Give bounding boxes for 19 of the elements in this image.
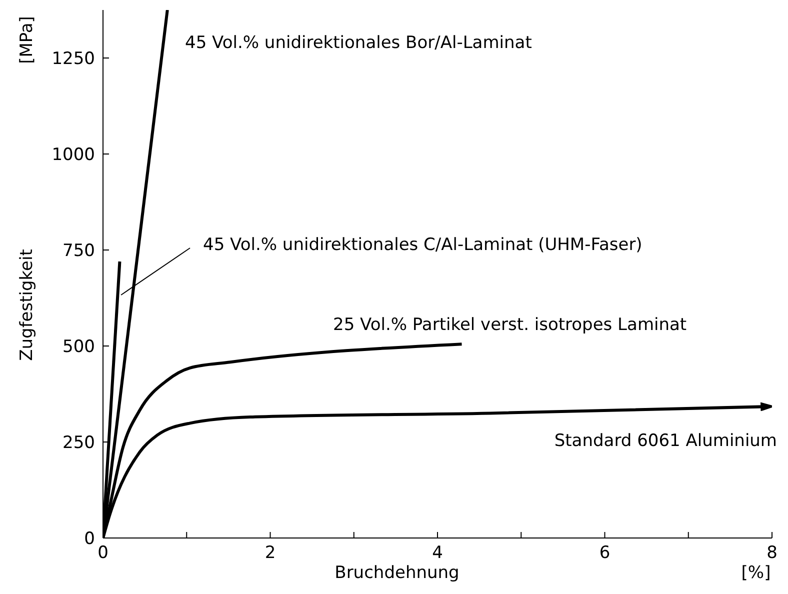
y-tick-label: 500 — [62, 337, 95, 358]
text: [%] — [741, 563, 771, 583]
y-tick-label: 1250 — [52, 49, 95, 70]
x-tick-label: 0 — [98, 543, 108, 564]
series-label: Standard 6061 Aluminium — [554, 431, 777, 451]
x-tick-label: 8 — [766, 543, 778, 564]
x-tick-label: 2 — [264, 543, 276, 564]
y-tick-label: 0 — [84, 529, 95, 550]
x-tick-label: 6 — [599, 543, 610, 564]
series-label: 25 Vol.% Partikel verst. isotropes Laminat — [333, 315, 687, 335]
y-tick-label: 750 — [62, 241, 95, 262]
y-tick-label: 250 — [62, 433, 95, 454]
x-axis-title: Bruchdehnung — [334, 563, 460, 583]
series-label: 45 Vol.% unidirektionales Bor/Al-Laminat — [185, 33, 532, 53]
text: 45 Vol.% unidirektionales C/Al-Laminat (UHM-Faser) — [203, 235, 642, 255]
x-tick-label: 4 — [432, 543, 443, 564]
y-axis-title: Zugfestigkeit — [17, 248, 37, 361]
text: [MPa] — [17, 16, 37, 64]
y-tick-label: 1000 — [52, 145, 95, 166]
